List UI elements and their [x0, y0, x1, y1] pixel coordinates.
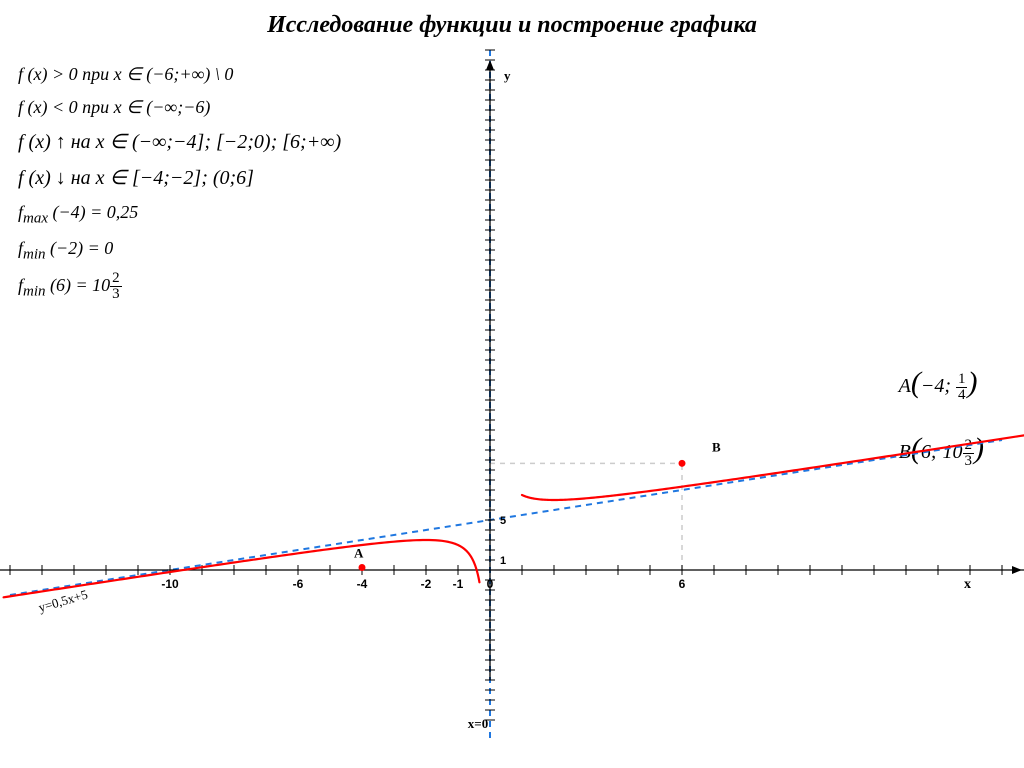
- svg-text:-4: -4: [357, 577, 368, 591]
- svg-text:x=0: x=0: [468, 716, 488, 731]
- svg-text:-6: -6: [293, 577, 304, 591]
- svg-text:-1: -1: [453, 577, 464, 591]
- svg-text:x: x: [964, 577, 971, 592]
- svg-text:5: 5: [500, 515, 506, 527]
- svg-text:-10: -10: [161, 577, 179, 591]
- svg-text:1: 1: [500, 555, 506, 567]
- svg-text:-2: -2: [421, 577, 432, 591]
- svg-text:6: 6: [679, 577, 686, 591]
- svg-text:y: y: [504, 68, 511, 83]
- svg-text:A: A: [354, 546, 364, 561]
- svg-text:0: 0: [487, 577, 494, 591]
- svg-text:B: B: [712, 439, 721, 454]
- function-chart: -10-6-4-2-10615xyABy=0,5x+5x=0: [0, 0, 1024, 768]
